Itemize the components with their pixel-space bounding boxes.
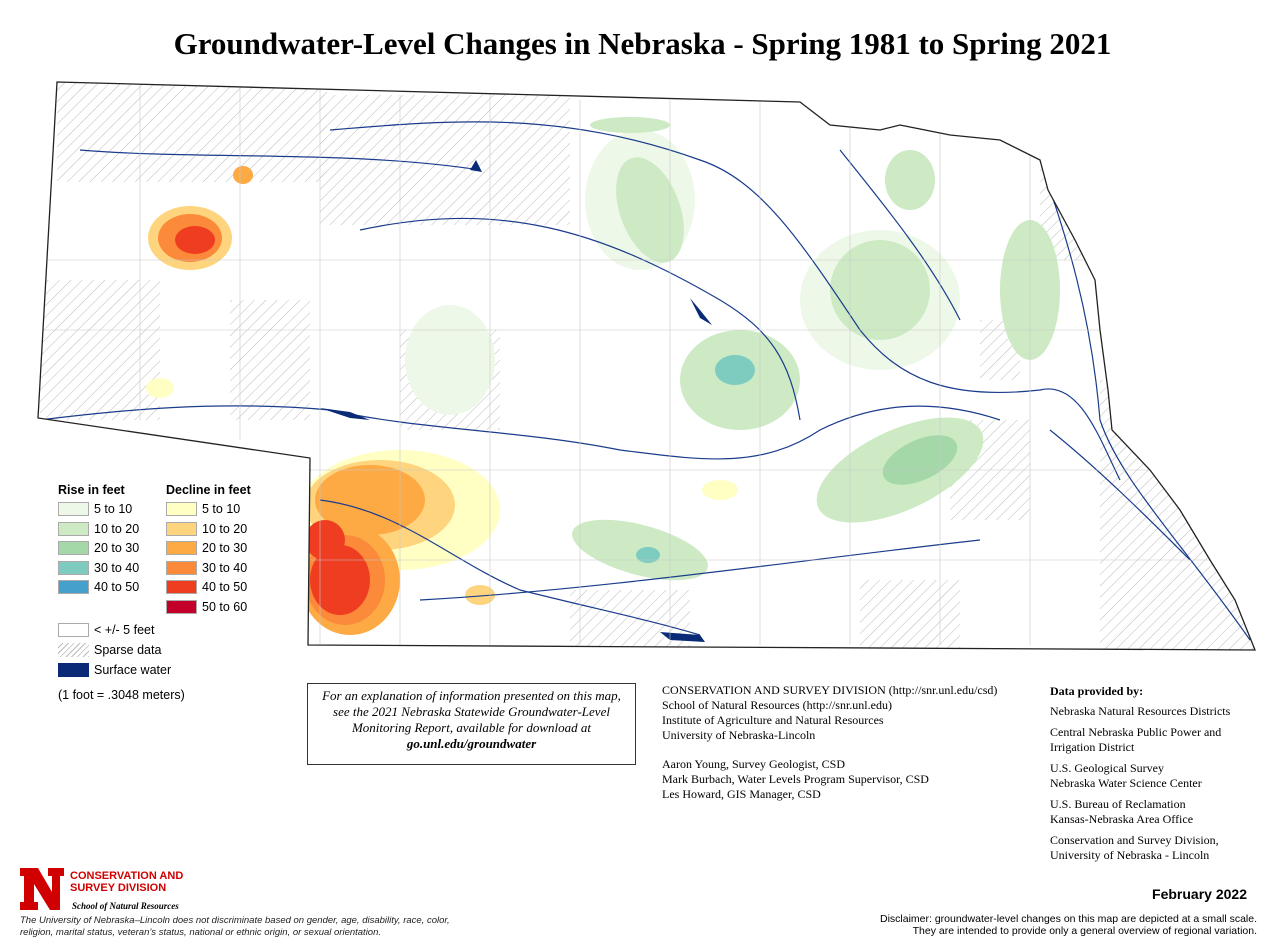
credit-line: School of Natural Resources (http://snr.… — [662, 698, 892, 712]
credits: CONSERVATION AND SURVEY DIVISION (http:/… — [662, 683, 1042, 802]
credit-person: Mark Burbach, Water Levels Program Super… — [662, 772, 929, 786]
nondiscrimination-statement: The University of Nebraska–Lincoln does … — [20, 915, 450, 938]
legend-decline-label: 50 to 60 — [202, 599, 248, 614]
legend-decline-swatch — [166, 560, 197, 575]
legend-other-label: Sparse data — [94, 643, 162, 657]
explanation-text: For an explanation of information presen… — [322, 688, 621, 735]
map-date: February 2022 — [1152, 886, 1247, 902]
legend-rise-label: 40 to 50 — [94, 580, 140, 594]
legend-other-swatch — [58, 623, 89, 637]
legend-decline-swatch — [166, 521, 197, 536]
provider-line: University of Nebraska - Lincoln — [1050, 848, 1210, 862]
legend-rise-swatch — [58, 560, 89, 575]
provider: Central Nebraska Public Power and Irrigat… — [1050, 725, 1270, 755]
legend-rise-swatch — [58, 580, 89, 594]
provider-line: Nebraska Water Science Center — [1050, 776, 1202, 790]
legend-decline-label: 40 to 50 — [202, 580, 248, 594]
credit-person: Les Howard, GIS Manager, CSD — [662, 787, 821, 801]
legend-rise-swatch — [58, 502, 89, 516]
report-link[interactable]: go.unl.edu/groundwater — [406, 736, 537, 751]
logo-line3: School of Natural Resources — [72, 901, 179, 911]
legend-other-swatch — [58, 643, 89, 657]
legend-rise-label: 10 to 20 — [94, 521, 140, 536]
rivers — [39, 121, 1251, 641]
provider-line: U.S. Geological Survey — [1050, 761, 1164, 775]
providers-header: Data provided by: — [1050, 684, 1144, 698]
legend-decline-swatch — [166, 502, 197, 516]
provider: Nebraska Natural Resources Districts — [1050, 704, 1270, 719]
map-legend: Rise in feet Decline in feet 5 to 10 10 t… — [58, 483, 308, 708]
provider: Conservation and Survey Division, Univers… — [1050, 833, 1270, 863]
provider-line: Irrigation District — [1050, 740, 1135, 754]
provider-line: Nebraska Natural Resources Districts — [1050, 704, 1231, 718]
legend-other-label: < +/- 5 feet — [94, 623, 155, 637]
legend-rise-swatch — [58, 541, 89, 555]
credit-line: Institute of Agriculture and Natural Res… — [662, 713, 884, 727]
legend-conversion: (1 foot = .3048 meters) — [58, 688, 185, 702]
legend-decline-label: 5 to 10 — [202, 502, 241, 516]
legend-rise-label: 20 to 30 — [94, 541, 140, 555]
legend-rise-label: 5 to 10 — [94, 502, 133, 516]
county-lines — [40, 85, 1220, 645]
map-title: Groundwater-Level Changes in Nebraska - … — [173, 26, 1112, 61]
legend-rise-label: 30 to 40 — [94, 560, 140, 575]
credit-line: University of Nebraska-Lincoln — [662, 728, 816, 742]
data-providers: Data provided by: Nebraska Natural Resou… — [1050, 684, 1270, 869]
credit-line: CONSERVATION AND SURVEY DIVISION (http:/… — [662, 683, 998, 697]
provider-line: Kansas-Nebraska Area Office — [1050, 812, 1194, 826]
legend-decline-swatch — [166, 599, 197, 614]
legend-decline-swatch — [166, 580, 197, 594]
provider: U.S. Bureau of Reclamation Kansas-Nebrask… — [1050, 797, 1270, 827]
provider-line: U.S. Bureau of Reclamation — [1050, 797, 1186, 811]
provider: U.S. Geological Survey Nebraska Water Sci… — [1050, 761, 1270, 791]
rise-areas — [405, 117, 1060, 581]
legend-rise-header: Rise in feet — [58, 483, 125, 497]
credit-person: Aaron Young, Survey Geologist, CSD — [662, 757, 846, 771]
disclaimer: Disclaimer: groundwater-level changes on… — [817, 913, 1257, 937]
legend-decline-swatch — [166, 541, 197, 555]
legend-decline-header: Decline in feet — [166, 483, 251, 497]
disclaimer-line: Disclaimer: groundwater-level changes on… — [879, 913, 1257, 925]
legend-decline-label: 10 to 20 — [202, 521, 248, 536]
csd-logo: CONSERVATION AND SURVEY DIVISION School … — [20, 868, 220, 913]
explanation-box: For an explanation of information presen… — [307, 683, 636, 765]
legend-decline-label: 30 to 40 — [202, 560, 248, 575]
provider-line: Central Nebraska Public Power and — [1050, 725, 1222, 739]
surface-water — [320, 160, 712, 642]
provider-line: Conservation and Survey Division, — [1050, 833, 1219, 847]
disclaimer-line: They are intended to provide only a gene… — [912, 925, 1257, 937]
legend-other-swatch — [58, 663, 89, 677]
logo-line1: CONSERVATION AND — [70, 870, 183, 882]
legend-rise-swatch — [58, 521, 89, 536]
logo-line2: SURVEY DIVISION — [70, 882, 166, 894]
legend-decline-label: 20 to 30 — [202, 541, 248, 555]
legend-other-label: Surface water — [94, 663, 172, 677]
